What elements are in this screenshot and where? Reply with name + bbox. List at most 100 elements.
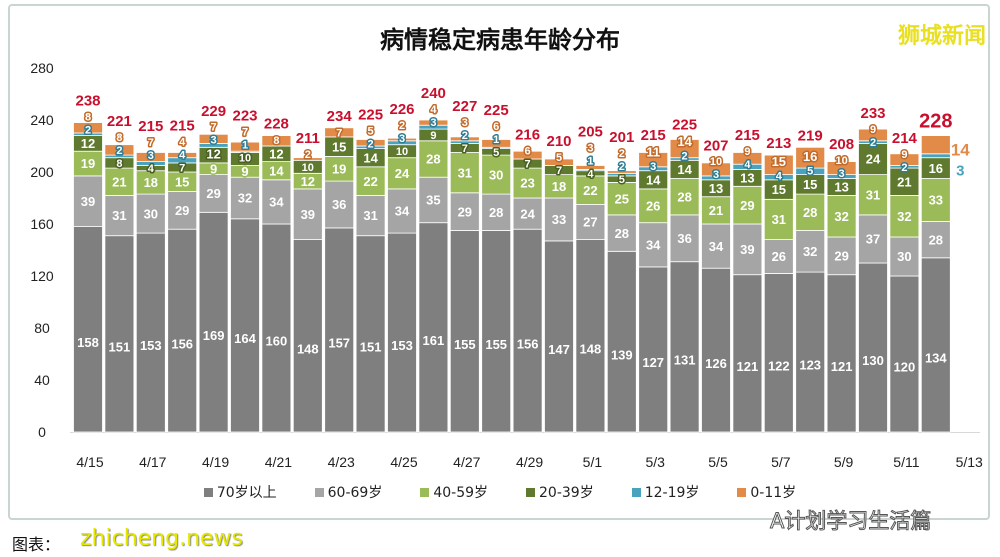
total-label: 225 (358, 107, 383, 124)
data-label: 12 (301, 174, 315, 189)
y-tick-label: 40 (34, 372, 50, 388)
bar-segment (575, 204, 606, 240)
data-label: 14 (269, 163, 284, 178)
bar-segment (230, 141, 260, 152)
bar-segment (826, 161, 857, 176)
bar-segment (167, 228, 198, 433)
data-label: 7 (148, 137, 154, 149)
total-label: 238 (75, 92, 100, 109)
bar-segment (104, 167, 135, 196)
data-label: 151 (109, 340, 131, 355)
total-label: 223 (232, 107, 257, 124)
bar-segment (795, 230, 826, 273)
data-label: 4 (744, 159, 751, 171)
data-label: 4 (776, 171, 783, 183)
data-label: 7 (336, 127, 342, 139)
x-tick-label: 4/29 (516, 454, 543, 470)
data-label: 15 (175, 174, 189, 189)
data-label: 12 (206, 146, 220, 161)
bar-segment (355, 139, 386, 147)
bar-segment (73, 226, 103, 433)
data-label: 134 (925, 351, 947, 366)
chart-title: 病情稳定病患年龄分布 (380, 26, 620, 54)
data-label: 32 (897, 209, 911, 224)
bar-segment (418, 119, 449, 126)
bar-segment (606, 214, 637, 252)
bar-segment (889, 153, 920, 166)
data-label: 2 (619, 148, 625, 160)
chart-legend: 70岁以上 60-69岁 40-59岁 20-39岁 12-19岁 0-11岁 (0, 482, 1000, 502)
legend-item: 0-11岁 (737, 482, 796, 502)
bar-segment (135, 232, 166, 433)
data-label: 130 (862, 353, 884, 368)
data-label: 34 (709, 239, 724, 254)
bar-segment (544, 240, 574, 433)
x-tick-label: 5/5 (708, 454, 728, 470)
data-label: 2 (305, 149, 311, 161)
watermark-bottom-left: zhicheng.news (80, 526, 244, 551)
legend-swatch (737, 487, 747, 497)
bar-segment (920, 220, 951, 259)
bar-segment (73, 175, 103, 227)
legend-item: 12-19岁 (631, 482, 699, 502)
bar-segment (701, 162, 731, 177)
legend-item: 60-69岁 (314, 482, 382, 502)
data-label: 26 (772, 249, 786, 264)
bar-segment (858, 128, 888, 142)
data-label: 28 (615, 226, 629, 241)
data-label: 27 (583, 215, 597, 230)
y-tick-label: 240 (30, 112, 54, 128)
bar-segment (449, 136, 480, 142)
x-tick-label: 4/23 (328, 454, 355, 470)
data-label: 10 (835, 155, 847, 167)
data-label: 33 (552, 212, 566, 227)
bar-segment (481, 193, 512, 231)
data-label: 37 (866, 232, 880, 247)
bar-segment (638, 266, 669, 433)
total-label: 226 (389, 101, 414, 118)
bar-segment (638, 222, 669, 268)
legend-item: 20-39岁 (526, 482, 594, 502)
bar-segment (324, 180, 355, 229)
data-label: 16 (803, 149, 817, 164)
bar-segment (920, 257, 951, 433)
data-label: 21 (709, 203, 723, 218)
data-label: 31 (772, 212, 786, 227)
data-label: 3 (462, 117, 468, 129)
data-label: 39 (301, 207, 315, 222)
x-tick-label: 5/7 (771, 454, 791, 470)
data-label: 7 (462, 143, 468, 155)
bar-segment (198, 133, 229, 144)
x-tick-label: 4/25 (390, 454, 417, 470)
data-label: 28 (677, 189, 691, 204)
data-label: 14 (951, 141, 970, 160)
data-label: 2 (619, 161, 625, 173)
total-label: 229 (201, 103, 226, 120)
bar-segment (167, 191, 198, 230)
data-label: 155 (485, 337, 507, 352)
data-label: 13 (834, 180, 848, 195)
bar-segment (104, 144, 135, 156)
data-label: 15 (772, 154, 786, 169)
data-label: 39 (740, 242, 754, 257)
legend-label: 70岁以上 (216, 485, 277, 501)
data-label: 29 (206, 186, 220, 201)
data-label: 161 (423, 333, 445, 348)
data-label: 16 (929, 161, 943, 176)
x-tick-label: 5/1 (583, 454, 603, 470)
bar-segment (230, 218, 260, 433)
data-label: 123 (799, 358, 821, 373)
data-label: 30 (489, 167, 503, 182)
data-label: 29 (834, 249, 848, 264)
bar-segment (261, 223, 292, 433)
total-label: 216 (515, 127, 540, 144)
data-label: 2 (870, 137, 876, 149)
data-label: 8 (116, 132, 122, 144)
data-label: 14 (363, 150, 378, 165)
data-label: 1 (242, 139, 248, 151)
legend-item: 70岁以上 (203, 482, 277, 502)
bar-segment (449, 192, 480, 231)
data-label: 4 (587, 168, 594, 180)
data-label: 5 (807, 165, 813, 177)
